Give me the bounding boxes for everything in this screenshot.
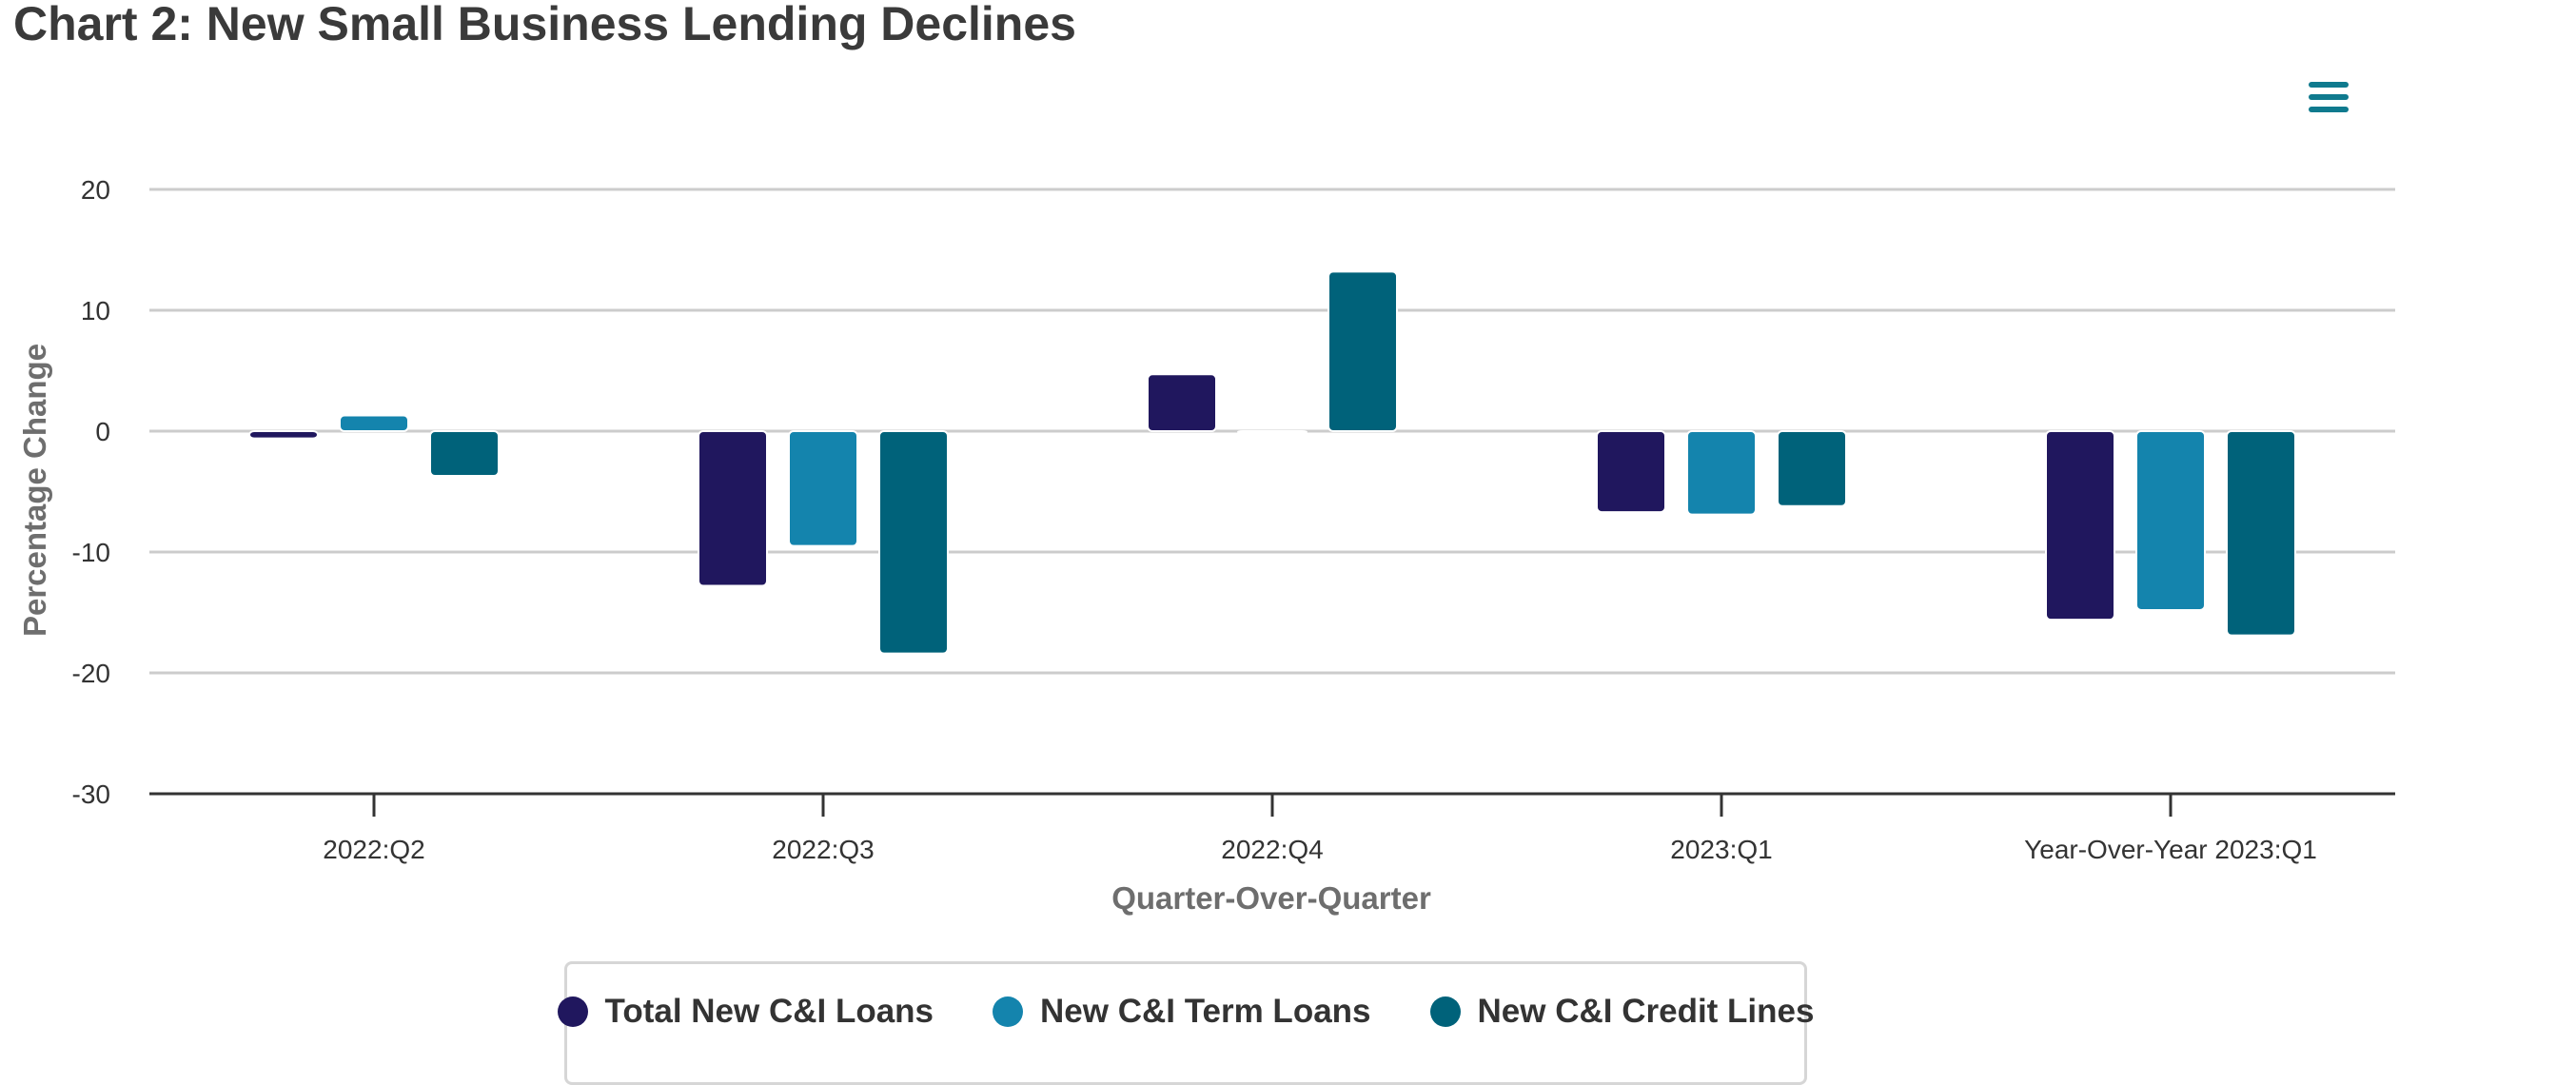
chart-plot: 20 10 0 -10 -20 -30 2022:Q2 2022:Q3 2022:Q4 2023:… — [17, 175, 2395, 916]
bar[interactable] — [1686, 430, 1757, 516]
hamburger-menu-icon[interactable] — [2307, 76, 2352, 118]
chart-title: Chart 2: New Small Business Lending Decl… — [13, 0, 1076, 50]
bar[interactable] — [1777, 430, 1847, 507]
bar[interactable] — [2135, 430, 2206, 611]
legend: Total New C&I Loans New C&I Term Loans New… — [557, 961, 1814, 1085]
bar[interactable] — [1596, 430, 1666, 514]
x-category-label: 2022:Q4 — [1221, 835, 1323, 864]
bar[interactable] — [2226, 430, 2296, 637]
bar[interactable] — [788, 430, 858, 547]
x-category-label: Year-Over-Year 2023:Q1 — [2024, 835, 2317, 864]
bar[interactable] — [1147, 373, 1217, 432]
x-category-label: 2022:Q3 — [772, 835, 874, 864]
bar[interactable] — [878, 430, 949, 655]
bar[interactable] — [1327, 270, 1398, 432]
y-tick-label: 20 — [81, 175, 110, 205]
legend-label: Total New C&I Loans — [604, 993, 934, 1030]
x-category-label: 2023:Q1 — [1670, 835, 1772, 864]
bar[interactable] — [339, 414, 409, 432]
y-axis-title: Percentage Change — [17, 344, 52, 637]
legend-item[interactable]: New C&I Term Loans — [993, 993, 1371, 1031]
y-tick-label: -10 — [72, 538, 110, 567]
x-axis-title: Quarter-Over-Quarter — [1111, 880, 1431, 916]
legend-label: New C&I Credit Lines — [1477, 993, 1815, 1030]
bar[interactable] — [1237, 430, 1308, 434]
bar[interactable] — [698, 430, 768, 587]
bar[interactable] — [429, 430, 500, 477]
legend-item[interactable]: New C&I Credit Lines — [1429, 993, 1815, 1031]
y-tick-label: 10 — [81, 296, 110, 326]
y-tick-label: -20 — [72, 659, 110, 688]
legend-item[interactable]: Total New C&I Loans — [557, 993, 934, 1031]
x-category-label: 2022:Q2 — [323, 835, 424, 864]
y-tick-label: -30 — [72, 779, 110, 809]
legend-marker — [1429, 996, 1461, 1027]
legend-marker — [557, 996, 588, 1027]
legend-marker — [993, 996, 1024, 1027]
y-tick-label: 0 — [95, 417, 110, 446]
legend-label: New C&I Term Loans — [1040, 993, 1371, 1030]
bar[interactable] — [2045, 430, 2115, 621]
bar[interactable] — [248, 430, 319, 440]
